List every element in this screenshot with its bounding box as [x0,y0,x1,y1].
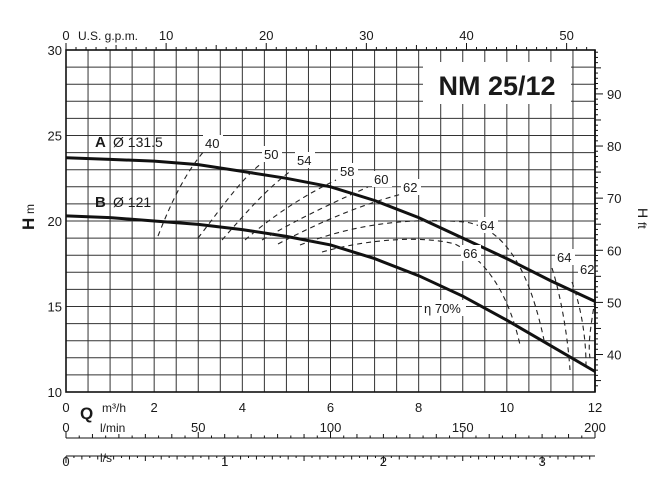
efficiency-label-bg [461,245,481,261]
efficiency-label: 64 [480,218,494,233]
y-axis-letter: H [19,218,38,230]
y-tick-label: 10 [48,385,62,400]
x-axis-label: Q [80,404,93,423]
y-tick-label: 30 [48,43,62,58]
efficiency-label: 60 [374,172,388,187]
y2-axis-letter: H [635,208,651,218]
efficiency-curve [321,238,521,346]
gpm-tick-label: 0 [62,28,69,43]
efficiency-curve [261,186,369,241]
efficiency-curve [277,193,403,245]
y2-tick-label: 60 [607,243,621,258]
title-box [423,62,571,104]
efficiency-curve [244,179,337,241]
gpm-axis-label: U.S. g.p.m. [78,29,138,43]
ls-axis-label: l/s [100,451,112,465]
efficiency-label: 40 [205,136,219,151]
efficiency-label-bg [338,163,358,179]
y-tick-label: 15 [48,300,62,315]
y2-tick-label: 40 [607,348,621,363]
series-a-label: Ø 131.5 [113,134,163,150]
efficiency-label-bg [478,217,498,233]
gpm-tick-label: 40 [459,28,473,43]
efficiency-curve [299,220,546,346]
y-axis-title: H m [19,204,38,230]
efficiency-label: 62 [580,262,594,277]
efficiency-label: 64 [557,250,571,265]
lmin-tick-label: 0 [62,420,69,435]
gpm-tick-label: 20 [259,28,273,43]
efficiency-label-bg [203,135,223,151]
ls-tick-label: 3 [538,454,545,469]
y2-tick-label: 70 [607,191,621,206]
efficiency-label: η 70% [424,301,461,316]
efficiency-label-bg [578,261,598,277]
m3h-tick-label: 0 [62,400,69,415]
lmin-tick-label: 150 [452,420,474,435]
y-axis-unit: m [23,204,37,214]
m3h-tick-label: 4 [239,400,246,415]
efficiency-curve [221,169,293,241]
m3h-axis-label: m³/h [102,401,126,415]
ls-tick-label: 1 [221,454,228,469]
curve-a [65,156,596,303]
efficiency-label-bg [422,300,466,316]
curve-b [65,214,596,373]
ls-tick-label: 2 [380,454,387,469]
y2-axis-unit: ft [635,222,649,229]
series-b-label: Ø 121 [113,194,151,210]
efficiency-curve [551,267,571,371]
efficiency-label: 66 [463,246,477,261]
efficiency-label-bg [401,179,421,195]
efficiency-curve [197,162,263,239]
y-tick-label: 20 [48,214,62,229]
efficiency-curve [588,299,596,359]
gpm-tick-label: 50 [559,28,573,43]
m3h-tick-label: 6 [327,400,334,415]
efficiency-label-bg [555,249,575,265]
y2-axis-title: H ft [635,208,651,229]
efficiency-label: 54 [297,153,311,168]
pump-curves [65,156,596,373]
ls-tick-label: 0 [62,454,69,469]
lmin-tick-label: 100 [320,420,342,435]
m3h-tick-label: 12 [588,400,602,415]
efficiency-curve [157,149,206,237]
lmin-axis-label: l/min [100,421,125,435]
series-b-letter: B [95,194,106,211]
gpm-tick-label: 10 [159,28,173,43]
efficiency-label: 62 [403,180,417,195]
efficiency-label: 58 [340,164,354,179]
y2-tick-label: 50 [607,295,621,310]
gpm-tick-label: 30 [359,28,373,43]
efficiency-label-bg [295,152,315,168]
lmin-tick-label: 50 [191,420,205,435]
series-a-letter: A [95,134,106,151]
lmin-tick-label: 200 [584,420,606,435]
m3h-tick-label: 8 [415,400,422,415]
y-tick-label: 25 [48,129,62,144]
y2-tick-label: 90 [607,87,621,102]
efficiency-curve [571,281,587,366]
efficiency-label-bg [372,171,392,187]
efficiency-label-bg [262,146,282,162]
efficiency-label: 50 [264,147,278,162]
chart-title: NM 25/12 [438,71,555,101]
y2-tick-label: 80 [607,139,621,154]
m3h-tick-label: 10 [500,400,514,415]
m3h-tick-label: 2 [151,400,158,415]
